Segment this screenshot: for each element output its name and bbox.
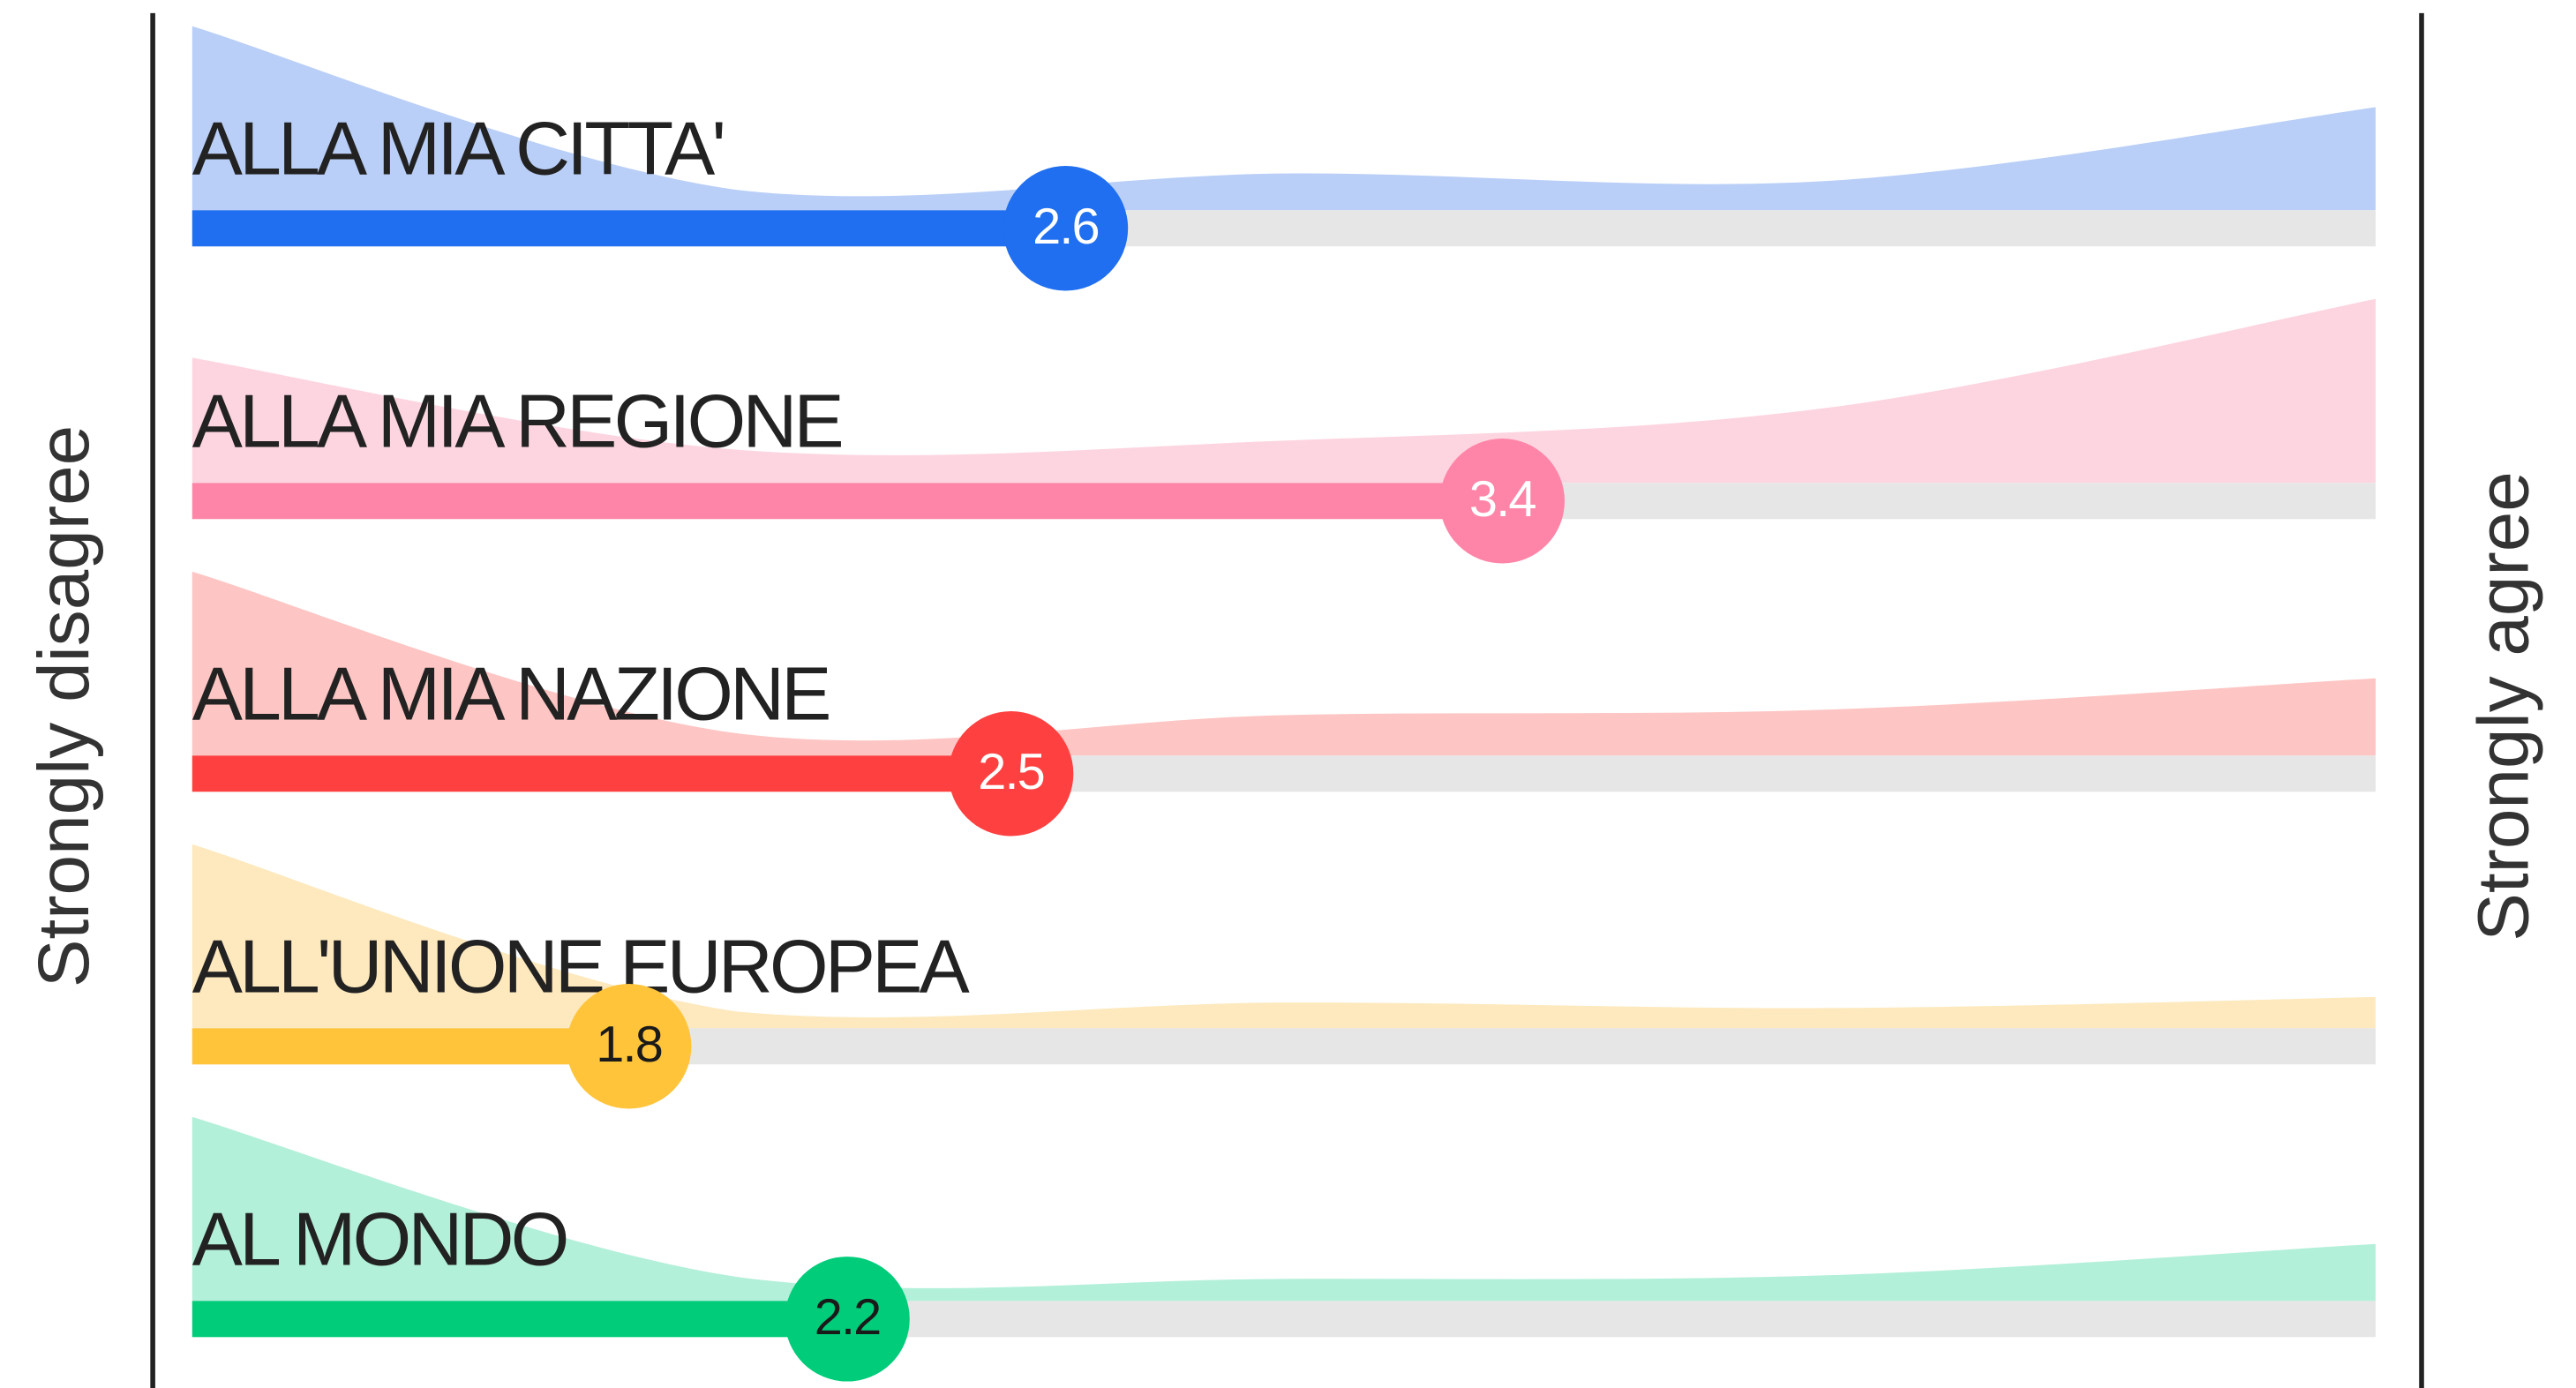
value-bar bbox=[192, 1301, 848, 1338]
value-label: 3.4 bbox=[1469, 471, 1536, 528]
value-bar bbox=[192, 483, 1503, 520]
value-bar bbox=[192, 1028, 629, 1065]
value-bar bbox=[192, 755, 1011, 792]
value-label: 2.6 bbox=[1033, 199, 1099, 255]
left-label: Strongly disagree bbox=[24, 425, 104, 987]
distribution-area bbox=[192, 26, 2376, 211]
row-label: ALLA MIA NAZIONE bbox=[192, 651, 829, 736]
value-knob bbox=[1439, 439, 1565, 564]
value-bar bbox=[192, 210, 1066, 247]
distribution-area bbox=[192, 298, 2376, 484]
value-label: 2.5 bbox=[978, 744, 1044, 800]
value-label: 1.8 bbox=[596, 1017, 662, 1073]
distribution-area bbox=[192, 1116, 2376, 1302]
row-label: AL MONDO bbox=[192, 1197, 567, 1281]
right-label: Strongly agree bbox=[2463, 471, 2543, 942]
row-label: ALL'UNIONE EUROPEA bbox=[192, 924, 970, 1009]
distribution-area bbox=[192, 844, 2376, 1029]
value-knob bbox=[566, 984, 692, 1109]
value-knob bbox=[785, 1257, 910, 1382]
row-label: ALLA MIA REGIONE bbox=[192, 379, 842, 463]
value-knob bbox=[1003, 166, 1129, 291]
value-label: 2.2 bbox=[815, 1289, 881, 1346]
row-label: ALLA MIA CITTA' bbox=[192, 106, 724, 191]
value-knob bbox=[948, 711, 1074, 837]
